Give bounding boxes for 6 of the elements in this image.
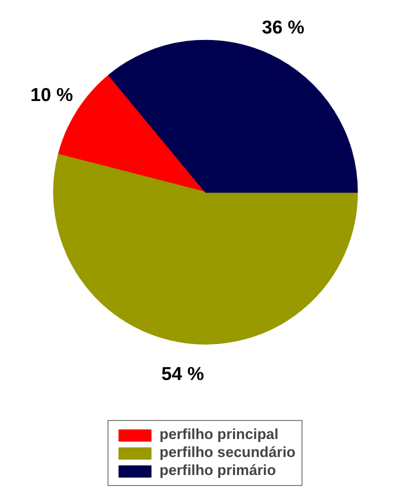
data-label: 54 % xyxy=(161,362,204,384)
legend-label: perfilho secundário xyxy=(160,445,296,461)
legend-label: perfilho principal xyxy=(160,427,278,443)
data-label: 10 % xyxy=(30,84,74,105)
legend-label: perfilho primário xyxy=(160,463,276,479)
data-label: 36 % xyxy=(262,16,305,38)
